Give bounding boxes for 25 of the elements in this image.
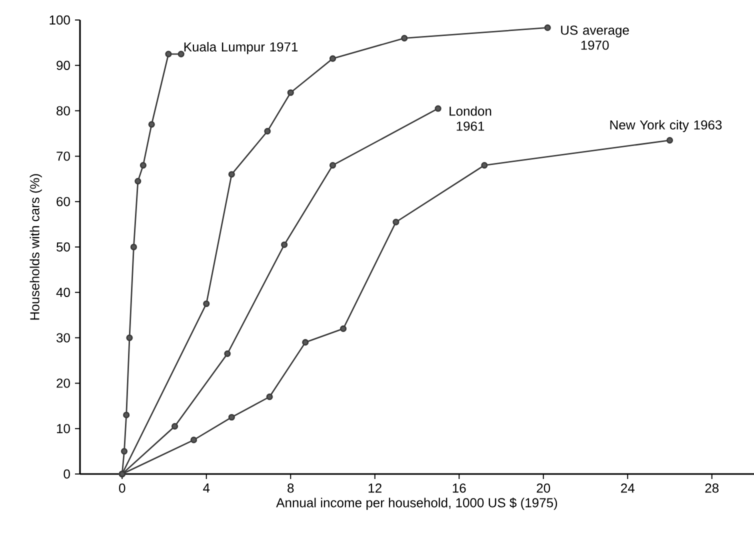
- y-axis-title: Households with cars (%): [30, 174, 42, 320]
- x-tick-label: 16: [452, 484, 466, 493]
- x-tick-label: 12: [368, 484, 382, 493]
- series-label: New York city 1963: [610, 120, 722, 132]
- x-tick-label: 24: [621, 484, 634, 493]
- y-tick-label: 30: [56, 333, 70, 342]
- y-tick-label: 40: [56, 288, 70, 297]
- x-tick-label: 4: [203, 484, 210, 492]
- x-tick-label: 8: [288, 484, 294, 493]
- y-tick-label: 50: [56, 242, 70, 252]
- y-tick-label: 70: [56, 152, 70, 161]
- y-tick-label: 20: [56, 378, 70, 388]
- y-tick-label: 90: [56, 60, 70, 70]
- series-label: US average 1970: [561, 26, 629, 50]
- x-tick-label: 20: [536, 484, 550, 493]
- y-tick-label: 80: [56, 106, 70, 116]
- series-label: London 1961: [450, 106, 492, 131]
- series-label: Kuala Lumpur 1971: [184, 42, 298, 54]
- y-tick-label: 0: [64, 469, 70, 479]
- x-tick-label: 28: [705, 484, 719, 493]
- y-tick-label: 100: [50, 15, 70, 25]
- x-axis-title: Annual income per household, 1000 US $ (1975): [276, 498, 558, 510]
- y-tick-label: 10: [56, 424, 70, 434]
- x-tick-label: 0: [119, 484, 126, 493]
- y-tick-label: 60: [56, 196, 70, 206]
